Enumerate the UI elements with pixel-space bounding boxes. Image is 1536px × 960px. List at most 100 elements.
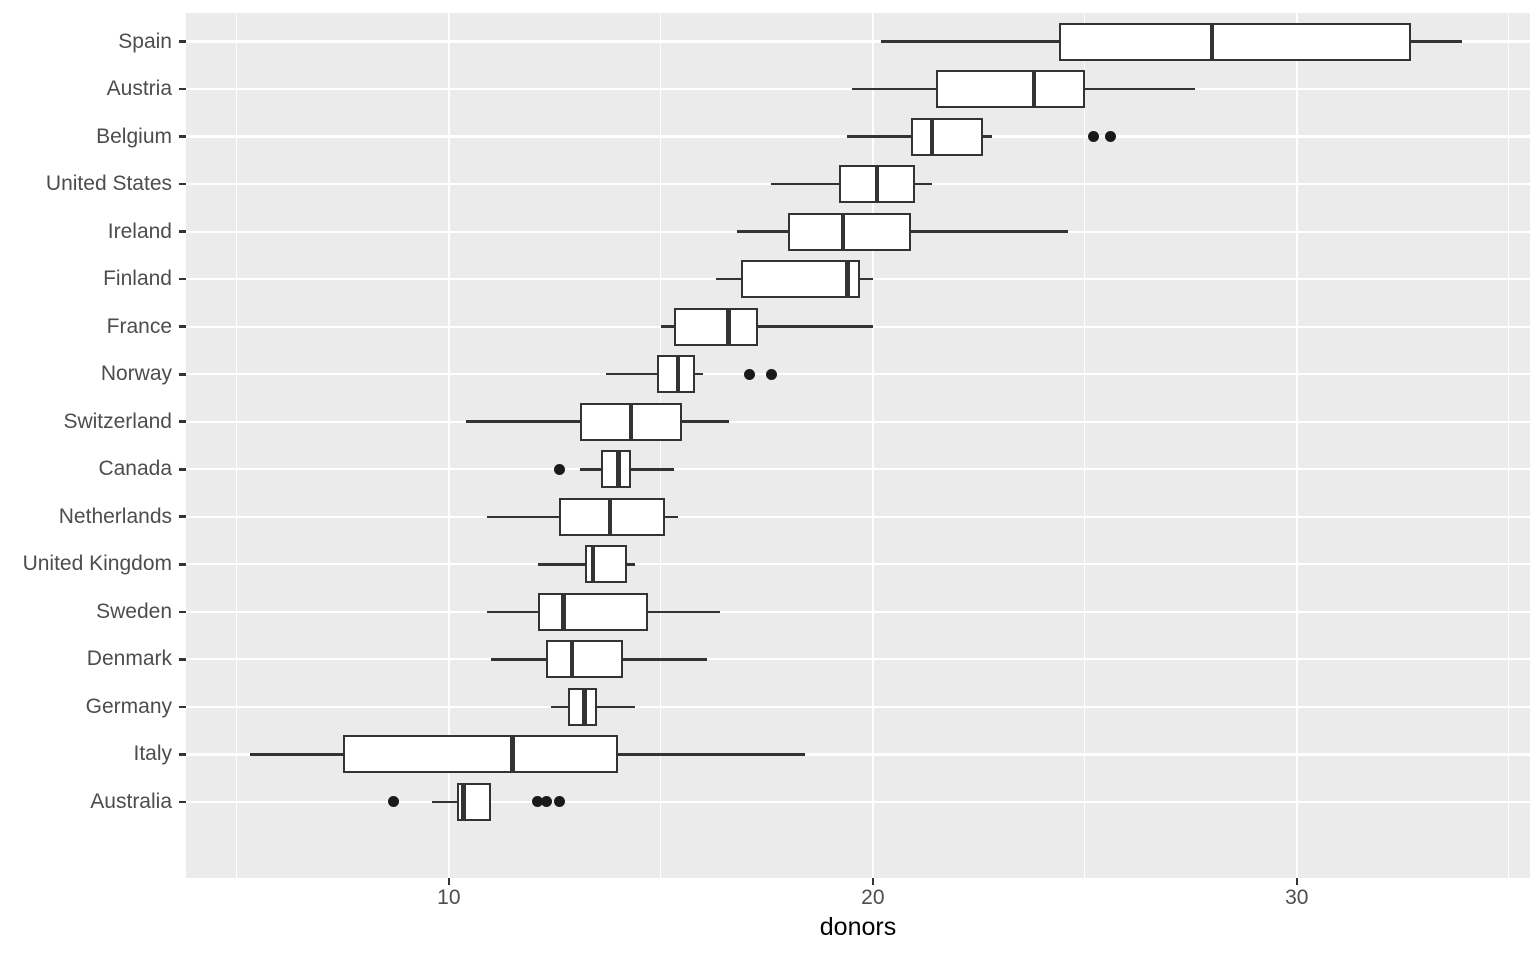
whisker-high-netherlands (665, 515, 678, 519)
median-belgium (929, 117, 935, 156)
y-tick-mark (179, 40, 186, 43)
x-tick-label: 10 (437, 886, 461, 909)
whisker-high-ireland (910, 230, 1068, 233)
box-ireland (788, 212, 911, 251)
whisker-high-germany (597, 705, 636, 709)
y-axis-label-austria: Austria (106, 77, 172, 101)
box-spain (1059, 22, 1412, 61)
y-tick-mark (179, 182, 186, 186)
outlier-norway (744, 368, 756, 380)
y-tick-mark (179, 705, 186, 709)
outlier-norway (765, 368, 777, 380)
outlier-belgium (1087, 131, 1099, 143)
whisker-high-belgium (983, 135, 992, 138)
whisker-low-switzerland (465, 420, 581, 423)
y-axis-label-switzerland: Switzerland (63, 409, 172, 433)
whisker-high-switzerland (682, 420, 729, 423)
row-gridline (186, 563, 1530, 566)
median-austria (1031, 70, 1037, 109)
whisker-low-france (660, 325, 674, 328)
minor-gridline (660, 13, 662, 878)
minor-gridline (1508, 13, 1510, 878)
outlier-belgium (1104, 131, 1116, 143)
median-norway (675, 355, 681, 394)
x-axis-title: donors (819, 913, 897, 941)
y-tick-mark (179, 135, 186, 138)
y-tick-mark (179, 800, 186, 804)
x-tick-label: 20 (861, 886, 885, 909)
row-gridline (186, 515, 1530, 518)
major-gridline (1295, 13, 1298, 878)
whisker-low-denmark (491, 658, 547, 661)
y-tick-mark (179, 467, 186, 471)
median-france (726, 307, 731, 346)
whisker-low-netherlands (487, 515, 560, 519)
whisker-low-united-states (771, 182, 839, 186)
box-austria (936, 70, 1085, 109)
y-tick-mark (179, 230, 186, 233)
median-italy (510, 735, 515, 774)
whisker-high-france (758, 325, 873, 328)
whisker-high-austria (1084, 87, 1196, 91)
whisker-low-germany (550, 705, 568, 709)
whisker-high-united-kingdom (626, 563, 636, 566)
y-axis-label-italy: Italy (133, 742, 172, 766)
major-gridline (447, 13, 450, 878)
outlier-australia (540, 796, 552, 808)
whisker-high-sweden (648, 610, 721, 614)
row-gridline (186, 420, 1530, 423)
whisker-low-sweden (487, 610, 538, 614)
outlier-canada (553, 463, 565, 475)
whisker-low-ireland (737, 230, 789, 233)
y-axis-label-netherlands: Netherlands (58, 504, 172, 528)
whisker-low-united-kingdom (537, 563, 585, 566)
row-gridline (186, 40, 1530, 43)
y-axis-label-norway: Norway (100, 362, 172, 386)
y-axis-label-france: France (106, 314, 172, 338)
median-canada (616, 450, 621, 489)
median-denmark (569, 640, 575, 679)
y-axis-label-australia: Australia (90, 789, 172, 813)
y-tick-mark (179, 87, 186, 91)
whisker-low-canada (580, 468, 602, 471)
whisker-high-denmark (622, 658, 708, 661)
x-tick-mark (447, 878, 451, 885)
median-netherlands (607, 497, 613, 536)
y-axis-label-ireland: Ireland (107, 219, 172, 243)
row-gridline (186, 373, 1530, 376)
plot-panel (186, 13, 1530, 878)
y-axis-label-denmark: Denmark (86, 647, 172, 671)
y-axis-label-germany: Germany (85, 694, 172, 718)
y-axis-label-finland: Finland (103, 267, 172, 291)
box-france (673, 307, 759, 346)
whisker-high-norway (694, 372, 704, 376)
box-sweden (537, 592, 649, 631)
median-ireland (840, 212, 846, 251)
y-axis-label-spain: Spain (118, 29, 172, 53)
y-tick-mark (179, 515, 186, 519)
y-tick-mark (179, 325, 186, 328)
y-tick-mark (179, 277, 186, 281)
median-germany (582, 687, 587, 726)
whisker-low-norway (605, 372, 657, 376)
whisker-high-canada (631, 468, 674, 471)
whisker-low-belgium (847, 135, 911, 138)
box-finland (741, 260, 861, 299)
x-tick-mark (871, 878, 875, 885)
whisker-high-finland (860, 277, 873, 281)
box-italy (342, 735, 619, 774)
y-tick-mark (179, 563, 186, 566)
row-gridline (186, 610, 1530, 613)
outlier-australia (553, 796, 565, 808)
median-united-kingdom (590, 545, 596, 584)
minor-gridline (236, 13, 238, 878)
y-axis-label-united-states: United States (45, 172, 172, 196)
row-gridline (186, 705, 1530, 708)
y-tick-mark (179, 420, 186, 424)
median-australia (461, 782, 466, 821)
median-sweden (561, 592, 566, 631)
whisker-low-australia (431, 800, 458, 804)
row-gridline (186, 753, 1530, 756)
whisker-low-italy (249, 753, 343, 756)
y-axis-label-sweden: Sweden (96, 599, 172, 623)
